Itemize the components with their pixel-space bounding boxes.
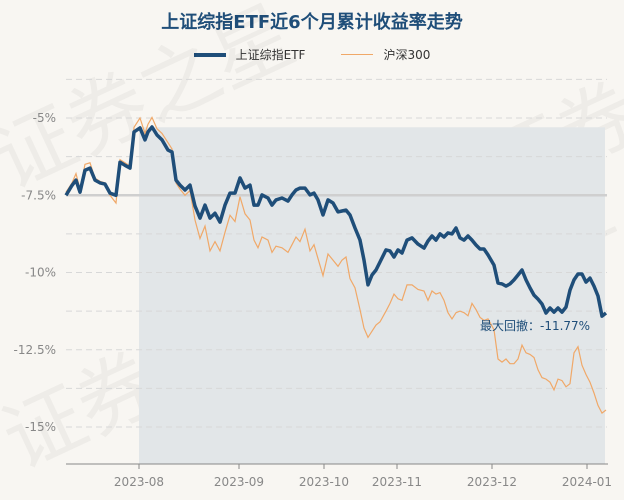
drawdown-region — [139, 127, 605, 465]
svg-text:2023-10: 2023-10 — [299, 475, 349, 489]
svg-text:2024-01: 2024-01 — [562, 475, 612, 489]
svg-text:2023-11: 2023-11 — [372, 475, 422, 489]
svg-text:-12.5%: -12.5% — [14, 343, 56, 357]
grid-lines — [66, 78, 607, 428]
legend-label-hs300: 沪深300 — [383, 48, 431, 62]
series-line-hs300 — [65, 116, 607, 415]
svg-text:2023-12: 2023-12 — [467, 475, 517, 489]
series-line-etf — [64, 125, 608, 318]
svg-text:2023-09: 2023-09 — [214, 475, 264, 489]
legend: 上证综指ETF 沪深300 — [0, 46, 624, 63]
x-axis-ticks: 2023-08 2023-09 2023-10 2023-11 2023-12 2024-… — [114, 464, 612, 489]
max-drawdown-label: 最大回撤：-11.77% — [480, 318, 590, 333]
legend-item-hs300[interactable]: 沪深300 — [341, 46, 430, 63]
legend-item-etf[interactable]: 上证综指ETF — [193, 46, 306, 63]
svg-text:-5%: -5% — [33, 111, 56, 125]
svg-text:-10%: -10% — [25, 266, 56, 280]
legend-swatch-hs300 — [341, 54, 374, 55]
svg-text:-7.5%: -7.5% — [21, 188, 56, 202]
svg-text:-15%: -15% — [25, 420, 56, 434]
svg-text:2023-08: 2023-08 — [114, 475, 164, 489]
chart-title: 上证综指ETF近6个月累计收益率走势 — [161, 12, 463, 33]
y-axis-ticks: -15% -12.5% -10% -7.5% -5% — [14, 111, 56, 434]
legend-swatch-etf — [193, 52, 226, 57]
legend-label-etf: 上证综指ETF — [235, 48, 306, 62]
